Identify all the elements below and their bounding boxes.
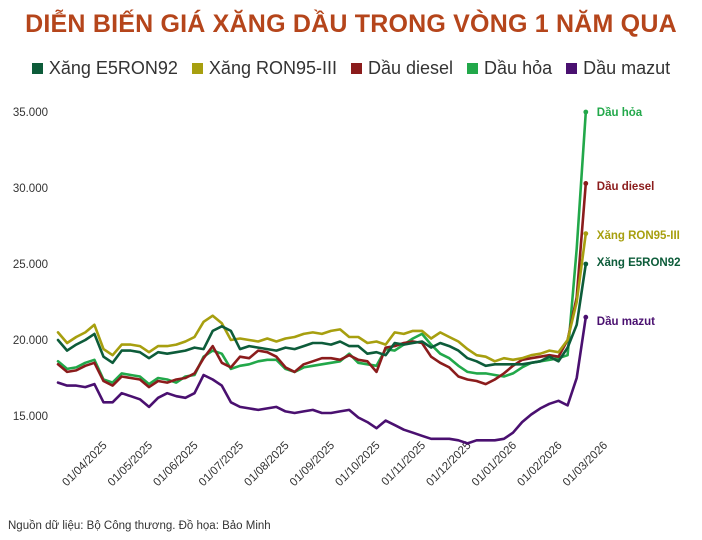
legend-label-ron95: Xăng RON95-III [208, 58, 337, 78]
legend-label-e5ron92: Xăng E5RON92 [48, 58, 178, 78]
x-tick-label: 01/08/2025 [242, 440, 291, 489]
x-tick-label: 01/05/2025 [106, 440, 155, 489]
series-end-label: Xăng E5RON92 [597, 257, 681, 269]
x-tick-label: 01/09/2025 [288, 440, 337, 489]
legend-item-ron95[interactable]: Xăng RON95-III [191, 58, 337, 79]
x-tick-label: 01/02/2026 [515, 440, 564, 489]
series-end-label: Dầu mazut [597, 316, 655, 328]
series-line [56, 110, 588, 386]
legend-item-mazut[interactable]: Dầu mazut [566, 58, 670, 79]
legend-swatch-e5ron92 [31, 63, 43, 74]
legend-swatch-kerosene [467, 63, 479, 74]
series-end-label: Xăng RON95-III [597, 230, 680, 242]
chart-title: DIỄN BIẾN GIÁ XĂNG DẦU TRONG VÒNG 1 NĂM … [25, 10, 677, 38]
source-note: Nguồn dữ liệu: Bộ Công thương. Đồ họa: B… [8, 520, 271, 532]
series-line [56, 182, 588, 389]
legend-item-kerosene[interactable]: Dầu hỏa [467, 58, 552, 79]
series-end-marker [583, 109, 589, 115]
series-line [56, 232, 588, 363]
y-tick-label: 35.000 [13, 107, 48, 119]
series-end-marker [583, 261, 589, 267]
y-tick-label: 15.000 [13, 411, 48, 423]
x-tick-label: 01/10/2025 [333, 440, 382, 489]
y-tick-label: 20.000 [13, 335, 48, 347]
x-tick-label: 01/07/2025 [197, 440, 246, 489]
x-tick-label: 01/11/2025 [380, 440, 429, 489]
x-tick-label: 01/01/2026 [470, 440, 519, 489]
chart-legend: Xăng E5RON92 Xăng RON95-III Dầu diesel D… [0, 58, 702, 79]
y-tick-label: 25.000 [13, 259, 48, 271]
series-end-marker [583, 181, 589, 186]
legend-swatch-ron95 [191, 63, 203, 74]
legend-label-mazut: Dầu mazut [583, 58, 671, 78]
series-end-marker [583, 231, 589, 237]
x-tick-label: 01/12/2025 [424, 440, 473, 489]
x-tick-label: 01/04/2025 [60, 440, 109, 489]
legend-label-diesel: Dầu diesel [367, 58, 454, 78]
series-end-label: Dầu diesel [597, 181, 655, 193]
legend-swatch-diesel [350, 63, 362, 74]
x-tick-label: 01/03/2026 [561, 440, 610, 489]
legend-label-kerosene: Dầu hỏa [484, 58, 553, 78]
legend-swatch-mazut [566, 63, 578, 74]
legend-item-e5ron92[interactable]: Xăng E5RON92 [31, 58, 178, 79]
series-line [56, 262, 588, 368]
series-end-label: Dầu hỏa [597, 107, 643, 119]
series-end-marker [583, 314, 589, 320]
x-tick-label: 01/06/2025 [151, 440, 200, 489]
y-tick-label: 30.000 [13, 183, 48, 195]
series-line [56, 315, 588, 445]
legend-item-diesel[interactable]: Dầu diesel [350, 58, 454, 79]
